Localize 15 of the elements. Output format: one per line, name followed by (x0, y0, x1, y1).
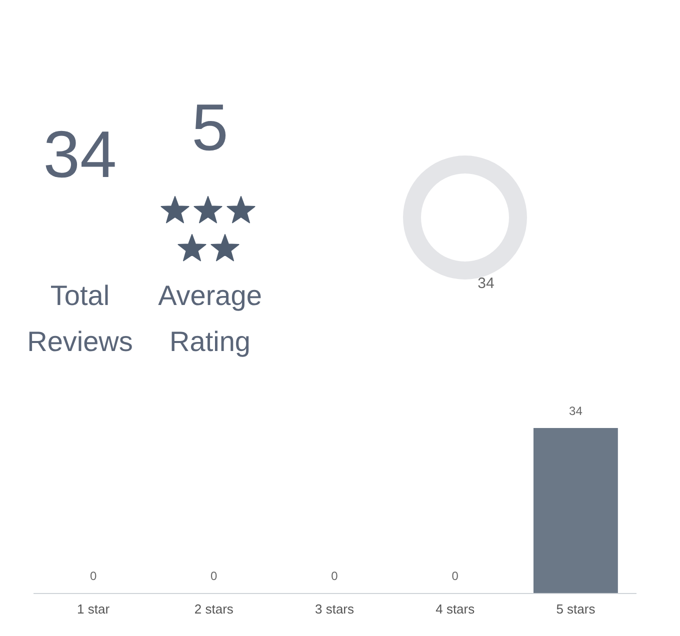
x-tick-label: 1 star (77, 602, 110, 616)
text: 5 (192, 90, 228, 164)
text: 34 (43, 117, 117, 191)
data-label: 0 (90, 569, 97, 583)
data-label: 0 (331, 569, 338, 583)
text: Average Rating (158, 280, 262, 357)
x-tick-label: 5 stars (556, 602, 596, 616)
data-label: 34 (478, 275, 494, 292)
x-tick-label: 3 stars (314, 602, 355, 616)
data-label: 0 (452, 569, 459, 583)
x-tick-label: 4 stars (436, 602, 476, 616)
data-label: 34 (569, 404, 583, 418)
text: Total Reviews (27, 280, 133, 357)
data-label: 0 (210, 569, 218, 583)
x-tick-label: 2 stars (194, 602, 234, 616)
